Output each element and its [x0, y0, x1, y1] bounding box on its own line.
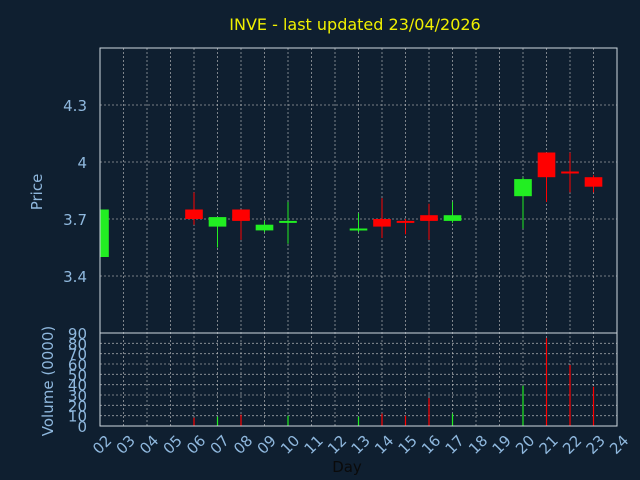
price-tick-label: 4: [77, 154, 87, 172]
volume-tick-label: 20: [68, 397, 87, 415]
candle-body: [279, 220, 297, 223]
x-axis-label: Day: [332, 458, 362, 476]
volume-tick-label: 80: [68, 335, 87, 353]
chart-title: INVE - last updated 23/04/2026: [229, 15, 480, 34]
frame-layer: [99, 47, 618, 427]
volume-tick-label: 40: [68, 377, 87, 395]
price-tick-label: 3.4: [63, 268, 87, 286]
candle-body: [373, 219, 391, 227]
candle-body: [420, 215, 438, 221]
volume-tick-label: 70: [68, 346, 87, 364]
candle-body: [255, 224, 274, 231]
volume-tick-label: 90: [68, 325, 87, 343]
candle-body: [349, 228, 368, 231]
volume-tick-label: 60: [68, 356, 87, 374]
candle-body: [514, 179, 532, 197]
candle-body: [396, 220, 415, 223]
candle-body: [208, 217, 227, 227]
volume-tick-label: 10: [68, 408, 87, 426]
candle-body: [185, 209, 203, 219]
candle-body: [100, 209, 109, 257]
volume-axis-label: Volume (0000): [39, 326, 57, 436]
marks-layer: [99, 152, 603, 426]
volume-tick-label: 0: [77, 418, 87, 436]
volume-panel-frame: [99, 332, 618, 427]
candle-body: [561, 171, 579, 174]
candle-body: [443, 215, 462, 221]
candle-body: [537, 152, 556, 178]
volume-tick-label: 30: [68, 387, 87, 405]
volume-tick-label: 50: [68, 366, 87, 384]
price-tick-label: 3.7: [63, 211, 87, 229]
candle-body: [584, 177, 603, 187]
price-axis-label: Price: [28, 174, 46, 211]
candle-body: [232, 209, 250, 221]
price-tick-label: 4.3: [63, 97, 87, 115]
